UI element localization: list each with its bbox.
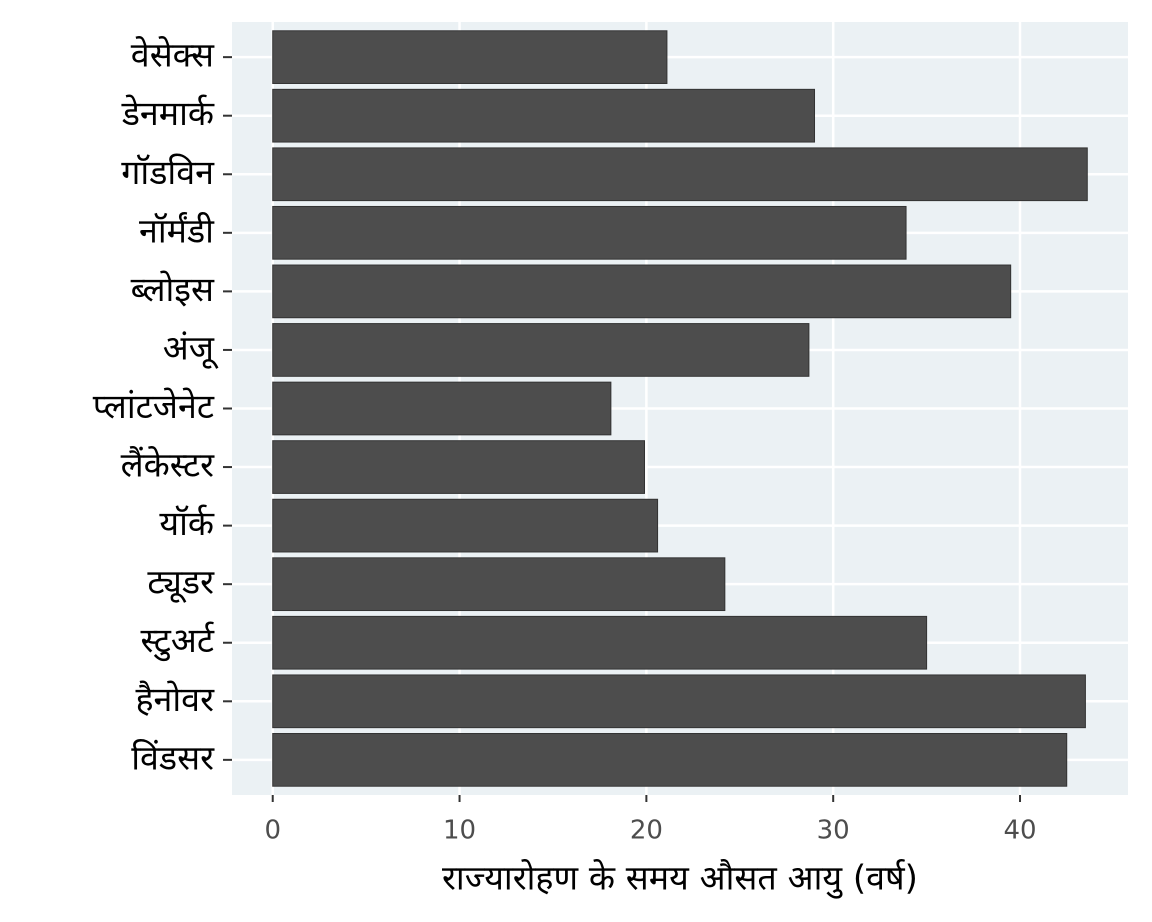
y-tick-label: विंडसर [131,738,215,778]
bar [272,205,907,260]
y-tick-label: लैंकेस्टर [121,446,216,486]
bar [272,498,659,553]
bar [272,88,816,143]
y-tick-label: नॉर्मंडी [139,211,215,251]
y-tick-label: डेनमार्क [121,94,215,134]
x-axis-title: राज्यारोहण के समय औसत आयु (वर्ष) [442,859,918,900]
x-tick-label: 0 [264,816,281,846]
x-tick-label: 40 [1003,816,1036,846]
y-tick-label: ट्यूडर [147,563,215,604]
y-tick-label: यॉर्क [159,504,215,544]
y-tick-label: अंजू [163,328,219,369]
x-tick-label: 20 [630,816,663,846]
bar [272,30,668,84]
bar [272,323,810,377]
y-tick-label: प्लांटजेनेट [93,387,215,427]
bar [272,440,646,494]
x-tick-label: 10 [443,816,476,846]
x-tick-label: 30 [817,816,850,846]
bar [272,557,726,612]
y-tick-label: वेसेक्स [131,36,215,76]
bar [272,733,1068,787]
bar [272,674,1086,729]
bar [272,615,928,670]
y-tick-label: स्टुअर्ट [141,621,215,662]
y-tick-label: ब्लोइस [131,270,215,310]
y-tick-label: गॉडविन [121,153,215,193]
bar [272,147,1088,202]
y-tick-label: हैनोवर [135,680,215,720]
bar [272,264,1012,319]
bar [272,381,612,436]
